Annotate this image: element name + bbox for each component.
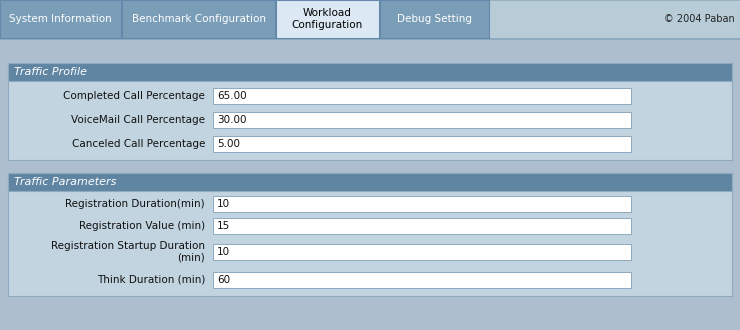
Text: 5.00: 5.00 <box>217 139 240 149</box>
Text: 10: 10 <box>217 247 230 257</box>
Text: 60: 60 <box>217 275 230 285</box>
Text: Benchmark Configuration: Benchmark Configuration <box>132 14 266 24</box>
Bar <box>213 196 631 212</box>
Text: Registration Startup Duration
(min): Registration Startup Duration (min) <box>51 241 205 263</box>
Bar <box>8 63 732 160</box>
Text: 10: 10 <box>217 199 230 209</box>
Bar <box>8 63 732 81</box>
Text: Traffic Profile: Traffic Profile <box>14 67 87 77</box>
Bar <box>0 0 740 38</box>
Bar <box>0 38 740 40</box>
Bar <box>213 244 631 260</box>
Text: © 2004 Paban: © 2004 Paban <box>665 14 735 24</box>
Text: Registration Duration(min): Registration Duration(min) <box>65 199 205 209</box>
Text: Debug Setting: Debug Setting <box>397 14 472 24</box>
Bar <box>276 0 379 38</box>
Text: System Information: System Information <box>9 14 112 24</box>
Bar <box>380 0 489 38</box>
Bar <box>213 136 631 152</box>
Text: Completed Call Percentage: Completed Call Percentage <box>63 91 205 101</box>
Text: 30.00: 30.00 <box>217 115 246 125</box>
Bar <box>213 218 631 234</box>
Bar <box>8 173 732 296</box>
Text: Workload
Configuration: Workload Configuration <box>292 8 363 30</box>
Bar <box>122 0 275 38</box>
Text: Traffic Parameters: Traffic Parameters <box>14 177 116 187</box>
Text: Registration Value (min): Registration Value (min) <box>79 221 205 231</box>
Bar <box>213 272 631 288</box>
Text: Canceled Call Percentage: Canceled Call Percentage <box>72 139 205 149</box>
Text: VoiceMail Call Percentage: VoiceMail Call Percentage <box>71 115 205 125</box>
Bar <box>8 173 732 191</box>
Bar <box>213 112 631 128</box>
Bar <box>0 0 121 38</box>
Text: 15: 15 <box>217 221 230 231</box>
Bar <box>213 88 631 104</box>
Text: 65.00: 65.00 <box>217 91 246 101</box>
Text: Think Duration (min): Think Duration (min) <box>97 275 205 285</box>
